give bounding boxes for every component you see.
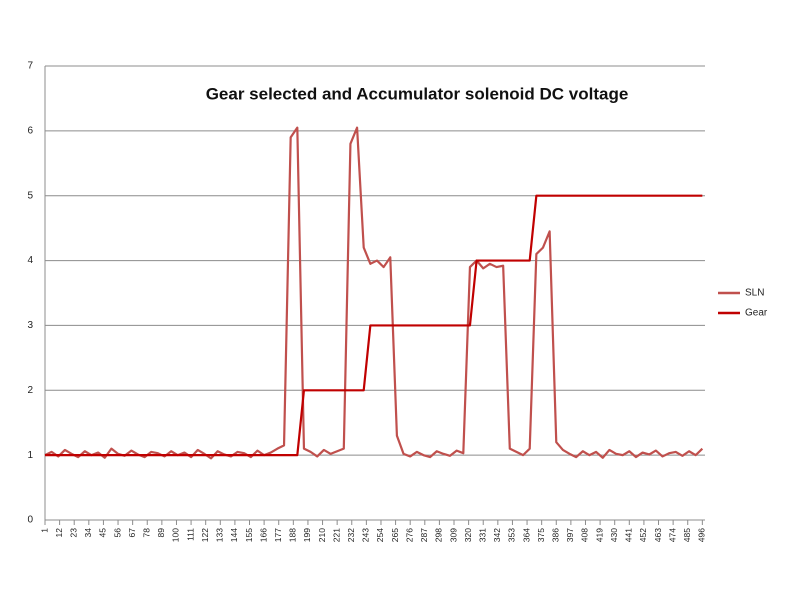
y-tick-label: 5 — [27, 190, 33, 201]
x-tick-label: 23 — [68, 528, 78, 538]
x-tick-label: 364 — [521, 528, 531, 542]
x-tick-label: 463 — [653, 528, 663, 542]
x-tick-label: 34 — [83, 528, 93, 538]
x-tick-label: 155 — [244, 528, 254, 542]
chart-title: Gear selected and Accumulator solenoid D… — [206, 84, 629, 103]
y-tick-label: 4 — [27, 255, 33, 266]
x-tick-label: 144 — [229, 528, 239, 542]
x-tick-label: 188 — [288, 528, 298, 542]
y-tick-label: 7 — [27, 61, 33, 72]
x-tick-label: 166 — [258, 528, 268, 542]
x-tick-label: 287 — [419, 528, 429, 542]
x-tick-label: 309 — [448, 528, 458, 542]
x-tick-label: 386 — [551, 528, 561, 542]
x-tick-label: 67 — [127, 528, 137, 538]
y-tick-label: 1 — [27, 450, 33, 461]
x-tick-label: 78 — [142, 528, 152, 538]
x-tick-label: 177 — [273, 528, 283, 542]
x-tick-label: 474 — [667, 528, 677, 542]
x-tick-label: 430 — [609, 528, 619, 542]
x-tick-label: 331 — [477, 528, 487, 542]
x-tick-label: 265 — [390, 528, 400, 542]
x-tick-label: 56 — [112, 528, 122, 538]
x-tick-label: 122 — [200, 528, 210, 542]
x-tick-label: 408 — [580, 528, 590, 542]
x-tick-label: 397 — [565, 528, 575, 542]
legend-label: SLN — [745, 288, 764, 299]
y-tick-label: 3 — [27, 320, 33, 331]
x-tick-label: 243 — [361, 528, 371, 542]
x-tick-label: 276 — [404, 528, 414, 542]
x-tick-label: 353 — [507, 528, 517, 542]
x-tick-label: 342 — [492, 528, 502, 542]
x-tick-label: 452 — [638, 528, 648, 542]
x-tick-label: 199 — [302, 528, 312, 542]
y-tick-label: 6 — [27, 125, 33, 136]
y-tick-label: 2 — [27, 385, 33, 396]
x-tick-label: 111 — [185, 528, 195, 541]
x-tick-label: 320 — [463, 528, 473, 542]
x-tick-label: 210 — [317, 528, 327, 542]
x-tick-label: 232 — [346, 528, 356, 542]
x-tick-label: 375 — [536, 528, 546, 542]
series-line — [45, 194, 703, 457]
x-tick-label: 419 — [594, 528, 604, 542]
series-line — [44, 126, 704, 460]
x-tick-label: 496 — [697, 528, 707, 542]
y-tick-label: 0 — [27, 515, 33, 526]
x-tick-label: 221 — [331, 528, 341, 542]
x-tick-label: 298 — [434, 528, 444, 542]
legend-label: Gear — [745, 308, 768, 319]
x-tick-label: 12 — [54, 528, 64, 538]
x-tick-label: 133 — [215, 528, 225, 542]
x-tick-label: 100 — [171, 528, 181, 542]
x-tick-label: 485 — [682, 528, 692, 542]
x-tick-label: 441 — [624, 528, 634, 542]
x-tick-label: 254 — [375, 528, 385, 542]
x-tick-label: 1 — [39, 528, 49, 533]
x-tick-label: 89 — [156, 528, 166, 538]
x-tick-label: 45 — [98, 528, 108, 538]
